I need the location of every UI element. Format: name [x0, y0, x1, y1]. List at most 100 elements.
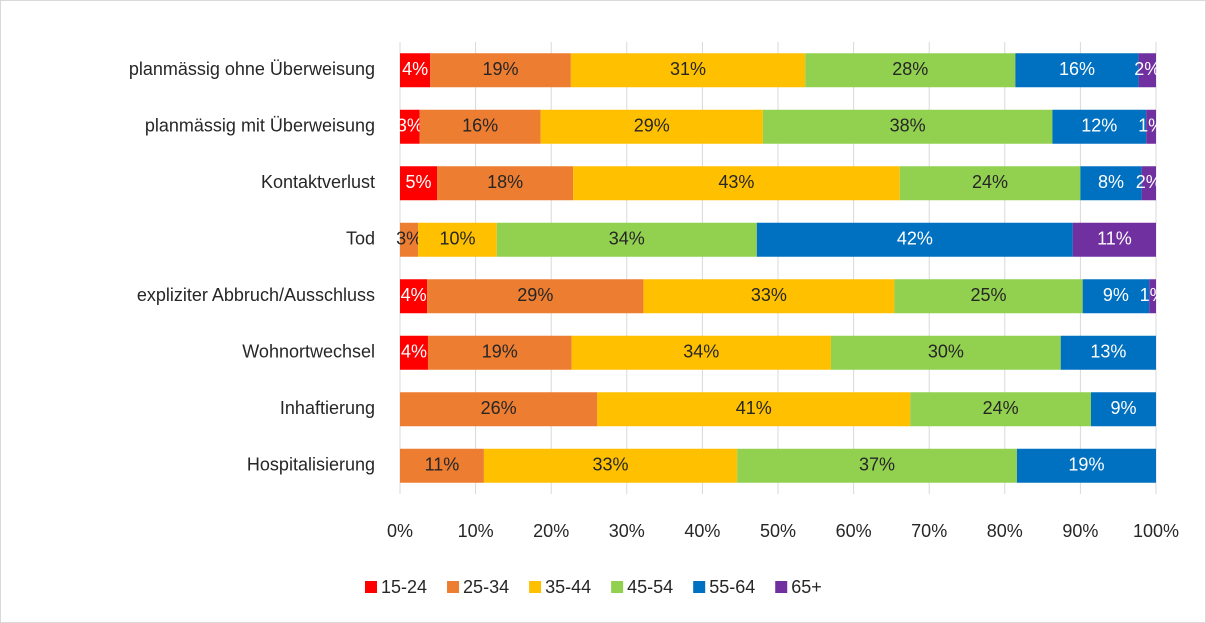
bar-segment — [1146, 109, 1156, 144]
data-label: 3% — [396, 229, 422, 249]
legend-label: 45-54 — [627, 577, 673, 597]
bar-segment — [400, 53, 431, 88]
bar-segment — [400, 448, 484, 483]
x-tick-label: 30% — [609, 521, 645, 541]
data-label: 4% — [401, 342, 427, 362]
x-tick-label: 20% — [533, 521, 569, 541]
bar-segment — [737, 448, 1017, 483]
bar-segment — [571, 335, 831, 370]
y-tick-label: expliziter Abbruch/Ausschluss — [137, 285, 375, 305]
bar-segment — [910, 392, 1091, 427]
legend-swatch — [447, 581, 460, 593]
legend-label: 55-64 — [709, 577, 755, 597]
legend-label: 15-24 — [381, 577, 427, 597]
bar-segment — [1141, 166, 1156, 201]
x-tick-label: 50% — [760, 521, 796, 541]
data-label: 42% — [897, 229, 933, 249]
bar-segment — [400, 279, 428, 314]
legend-swatch — [529, 581, 542, 593]
y-tick-label: Wohnortwechsel — [242, 342, 375, 362]
x-tick-label: 100% — [1133, 521, 1179, 541]
legend-swatch — [775, 581, 788, 593]
bar-segment — [540, 109, 763, 144]
y-tick-label: Inhaftierung — [280, 398, 375, 418]
bar-segment — [1149, 279, 1156, 314]
legend-label: 35-44 — [545, 577, 591, 597]
data-label: 18% — [487, 172, 523, 192]
data-label: 13% — [1090, 342, 1126, 362]
data-label: 37% — [859, 455, 895, 475]
data-label: 4% — [402, 59, 428, 79]
legend-swatch — [693, 581, 706, 593]
data-label: 16% — [1059, 59, 1095, 79]
bar-segment — [570, 53, 806, 88]
legend-label: 25-34 — [463, 577, 509, 597]
bar-segment — [894, 279, 1083, 314]
data-label: 24% — [983, 398, 1019, 418]
data-label: 24% — [972, 172, 1008, 192]
bar-segment — [1072, 222, 1156, 257]
data-label: 5% — [406, 172, 432, 192]
data-label: 38% — [890, 116, 926, 136]
data-label: 19% — [1068, 455, 1104, 475]
y-tick-label: Tod — [346, 229, 375, 249]
data-label: 10% — [439, 229, 475, 249]
bar-segment — [756, 222, 1073, 257]
bar-segment — [400, 222, 419, 257]
x-tick-label: 40% — [684, 521, 720, 541]
x-tick-label: 80% — [987, 521, 1023, 541]
x-tick-label: 10% — [458, 521, 494, 541]
legend-swatch — [611, 581, 624, 593]
data-label: 33% — [751, 285, 787, 305]
bar-segment — [400, 166, 438, 201]
data-label: 25% — [971, 285, 1007, 305]
bar-segment — [830, 335, 1061, 370]
y-tick-label: planmässig mit Überweisung — [145, 116, 375, 136]
bar-segment — [1052, 109, 1147, 144]
y-tick-label: planmässig ohne Überweisung — [129, 59, 375, 79]
bar-segment — [418, 222, 497, 257]
bar-segment — [1015, 53, 1139, 88]
bar-segment — [1090, 392, 1156, 427]
x-tick-label: 90% — [1062, 521, 1098, 541]
data-label: 31% — [670, 59, 706, 79]
data-label: 26% — [481, 398, 517, 418]
bar-segment — [419, 109, 541, 144]
x-tick-label: 60% — [836, 521, 872, 541]
bar-segment — [496, 222, 757, 257]
bar-segment — [573, 166, 900, 201]
data-label: 16% — [462, 116, 498, 136]
bar-segment — [427, 335, 572, 370]
bar-segment — [400, 392, 598, 427]
bar-segment — [1080, 166, 1142, 201]
y-tick-label: Hospitalisierung — [247, 455, 375, 475]
bar-segment — [643, 279, 895, 314]
legend-swatch — [365, 581, 377, 593]
data-label: 12% — [1081, 116, 1117, 136]
bar-segment — [1082, 279, 1150, 314]
bar-segment — [437, 166, 574, 201]
bar-segment — [762, 109, 1053, 144]
data-label: 33% — [593, 455, 629, 475]
data-label: 9% — [1110, 398, 1136, 418]
bar-segment — [400, 109, 420, 144]
data-label: 11% — [1097, 229, 1132, 249]
data-label: 11% — [425, 455, 460, 475]
y-tick-label: Kontaktverlust — [261, 172, 375, 192]
bar-segment — [1016, 448, 1156, 483]
data-label: 29% — [634, 116, 670, 136]
data-label: 9% — [1103, 285, 1129, 305]
data-label: 1% — [1140, 285, 1166, 305]
x-tick-label: 0% — [387, 521, 413, 541]
bar-segment — [400, 335, 428, 370]
data-label: 30% — [928, 342, 964, 362]
data-label: 19% — [483, 59, 519, 79]
data-label: 34% — [683, 342, 719, 362]
bar-segment — [430, 53, 571, 88]
data-label: 4% — [401, 285, 427, 305]
bar-segment — [427, 279, 644, 314]
data-label: 29% — [517, 285, 553, 305]
bar-segment — [597, 392, 911, 427]
data-label: 2% — [1134, 59, 1160, 79]
